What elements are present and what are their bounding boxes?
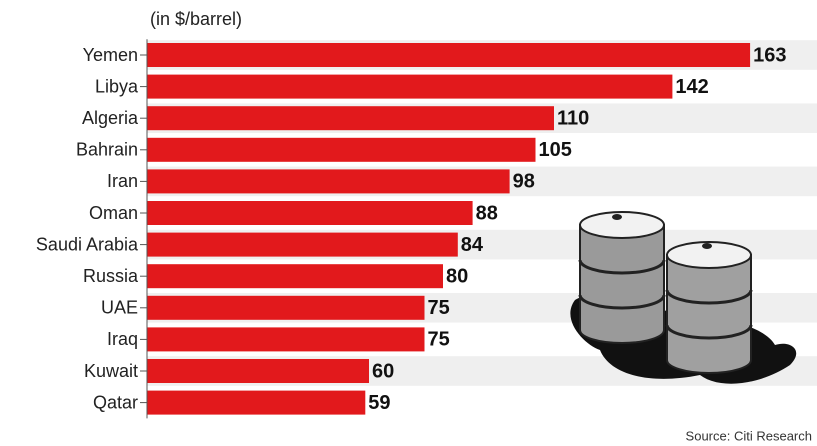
value-label: 163 [753,44,786,66]
category-label: Bahrain [76,140,138,160]
bar [147,169,510,194]
bar [147,327,425,352]
value-label: 75 [428,329,450,351]
source-note: Source: Citi Research [686,428,812,443]
bar [147,43,751,67]
bar [147,264,443,289]
barrel [665,241,753,374]
value-label: 84 [461,234,484,256]
bar [147,295,425,320]
bar [147,137,536,162]
category-label: Algeria [82,108,139,128]
value-label: 80 [446,265,468,287]
category-label: Saudi Arabia [36,234,139,254]
barrel [578,211,666,344]
value-label: 105 [539,139,572,161]
chart-subtitle: (in $/barrel) [150,9,242,29]
category-label: Oman [89,203,138,223]
value-label: 88 [476,202,498,224]
bar [147,74,673,99]
value-label: 110 [557,107,589,129]
category-label: Russia [83,266,139,286]
bar [147,359,369,383]
barrels-illustration [570,211,797,384]
plot: 163 Yemen 142 Libya 110 Algeria 105 Bahrain 98 Ir… [36,39,786,419]
category-label: Yemen [83,45,138,65]
category-label: Qatar [93,392,138,412]
category-label: Iran [107,171,138,191]
bar [147,106,554,131]
bar [147,201,473,225]
value-label: 98 [513,171,535,193]
bar [147,232,458,257]
value-label: 60 [372,360,394,382]
value-label: 75 [428,297,450,319]
value-label: 142 [675,76,708,98]
bar [147,390,366,415]
category-label: Libya [95,76,139,96]
category-label: Iraq [107,329,138,349]
value-label: 59 [368,392,390,414]
category-label: Kuwait [84,361,138,381]
category-label: UAE [101,298,138,318]
